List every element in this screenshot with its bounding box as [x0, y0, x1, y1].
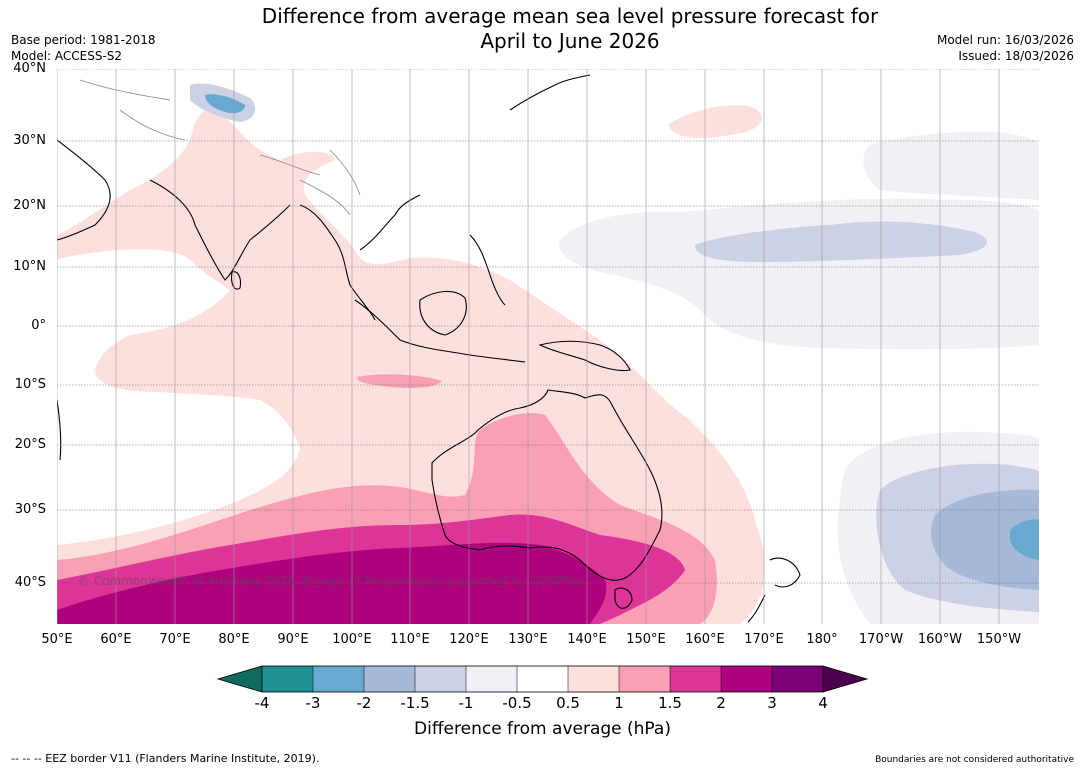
colorbar-segment	[568, 666, 620, 692]
lon-label-140e: 140°E	[567, 632, 607, 647]
colorbar-tick-label: -3	[305, 694, 321, 712]
colorbar-tick-label: -1.5	[400, 694, 430, 712]
colorbar-segment	[415, 666, 467, 692]
lat-label-30s: 30°S	[14, 502, 46, 517]
lon-label-160w: 160°W	[917, 632, 963, 647]
colorbar-tick-label: 4	[818, 694, 828, 712]
base-period: Base period: 1981-2018	[11, 33, 156, 47]
coastlines	[57, 74, 801, 623]
lon-label-170w: 170°W	[858, 632, 904, 647]
lon-label-110e: 110°E	[390, 632, 430, 647]
colorbar-tick-label: -0.5	[502, 694, 532, 712]
sumatra-java-coastline	[354, 299, 526, 363]
meridians	[57, 69, 1000, 624]
model-run: Model run: 16/03/2026	[936, 33, 1074, 47]
lat-label-0: 0°	[31, 318, 46, 333]
borneo-coastline	[419, 290, 467, 336]
philippines-coastline	[469, 234, 506, 306]
lat-label-40n: 40°N	[13, 61, 46, 76]
issued-date: Issued: 18/03/2026	[958, 49, 1074, 63]
anomaly-region-himalaya-core	[205, 94, 245, 114]
east-africa-coastline	[57, 399, 62, 461]
lon-label-80e: 80°E	[218, 632, 250, 647]
lon-label-130e: 130°E	[508, 632, 548, 647]
chart-title: Difference from average mean sea level p…	[200, 4, 940, 54]
title-line-1: Difference from average mean sea level p…	[261, 4, 879, 28]
lat-label-10s: 10°S	[14, 377, 46, 392]
anomaly-region-pale-lavender-north	[863, 131, 1039, 200]
country-borders	[79, 79, 361, 216]
colorbar-tick-label: 0.5	[556, 694, 580, 712]
colorbar-segment	[772, 666, 824, 692]
lat-label-40s: 40°S	[14, 575, 46, 590]
asia-borders	[79, 79, 361, 216]
lon-label-90e: 90°E	[277, 632, 309, 647]
lon-label-60e: 60°E	[100, 632, 132, 647]
anomaly-region-blue-se	[1010, 519, 1039, 560]
tasmania-coastline	[614, 587, 633, 609]
arabia-coastline	[57, 139, 111, 241]
new-guinea-coastline	[538, 340, 631, 372]
lon-label-160e: 160°E	[685, 632, 725, 647]
colorbar-segment	[619, 666, 671, 692]
lon-label-170e: 170°E	[744, 632, 784, 647]
lon-label-100e: 100°E	[332, 632, 372, 647]
colorbar-tick-label: 1.5	[658, 694, 682, 712]
meta-left: Base period: 1981-2018 Model: ACCESS-S2	[11, 32, 156, 64]
colorbar-segment	[721, 666, 773, 692]
colorbar-tick-label: 3	[767, 694, 777, 712]
colorbar-tick-label: -4	[254, 694, 270, 712]
colorbar-tick-label: 2	[716, 694, 726, 712]
colorbar-segment	[262, 666, 314, 692]
japan-coastline	[509, 74, 591, 111]
colorbar-extend-low	[218, 666, 262, 692]
southeast-asia-coastline	[299, 194, 421, 321]
colorbar-left-outline	[216, 665, 263, 693]
eez-border-note: -- -- -- EEZ border V11 (Flanders Marine…	[11, 752, 320, 765]
anomaly-region-light-pink-north	[668, 105, 762, 138]
pressure-anomaly-map	[57, 69, 1039, 624]
colorbar-extend-high	[823, 666, 867, 692]
anomaly-region-pink-arafura	[357, 374, 442, 389]
boundaries-disclaimer: Boundaries are not considered authoritat…	[875, 755, 1074, 765]
colorbar-tick-label: 1	[614, 694, 624, 712]
meta-right: Model run: 16/03/2026 Issued: 18/03/2026	[937, 32, 1074, 64]
anomaly-region-steel-blue-se	[931, 489, 1039, 590]
lon-label-50e: 50°E	[41, 632, 73, 647]
colorbar-outline	[261, 665, 824, 693]
lat-label-10n: 10°N	[13, 259, 46, 274]
colorbar-label: Difference from average (hPa)	[414, 719, 671, 739]
colorbar-segment	[364, 666, 416, 692]
colorbar-segment	[670, 666, 722, 692]
india-coastline	[149, 179, 291, 281]
anomaly-region-lavender-pacific	[695, 221, 987, 262]
colorbar-segment	[313, 666, 365, 692]
lon-label-70e: 70°E	[159, 632, 191, 647]
colorbar-tick-label: -2	[356, 694, 372, 712]
title-line-2: April to June 2026	[480, 29, 660, 53]
lon-label-150e: 150°E	[626, 632, 666, 647]
colorbar-segment	[517, 666, 569, 692]
lat-label-30n: 30°N	[13, 133, 46, 148]
lon-label-120e: 120°E	[449, 632, 489, 647]
sri-lanka-coastline	[231, 271, 242, 290]
colorbar-right-outline	[822, 665, 869, 693]
colorbar-tick-label: -1	[458, 694, 474, 712]
copyright-notice: © Commonwealth of Australia 2026, Bureau…	[78, 574, 584, 588]
lon-label-150w: 150°W	[976, 632, 1022, 647]
lon-label-180: 180°	[806, 632, 838, 647]
australia-coastline	[431, 389, 663, 581]
model-name: Model: ACCESS-S2	[11, 49, 123, 63]
lat-label-20n: 20°N	[13, 198, 46, 213]
lat-label-20s: 20°S	[14, 437, 46, 452]
colorbar-segment	[466, 666, 518, 692]
